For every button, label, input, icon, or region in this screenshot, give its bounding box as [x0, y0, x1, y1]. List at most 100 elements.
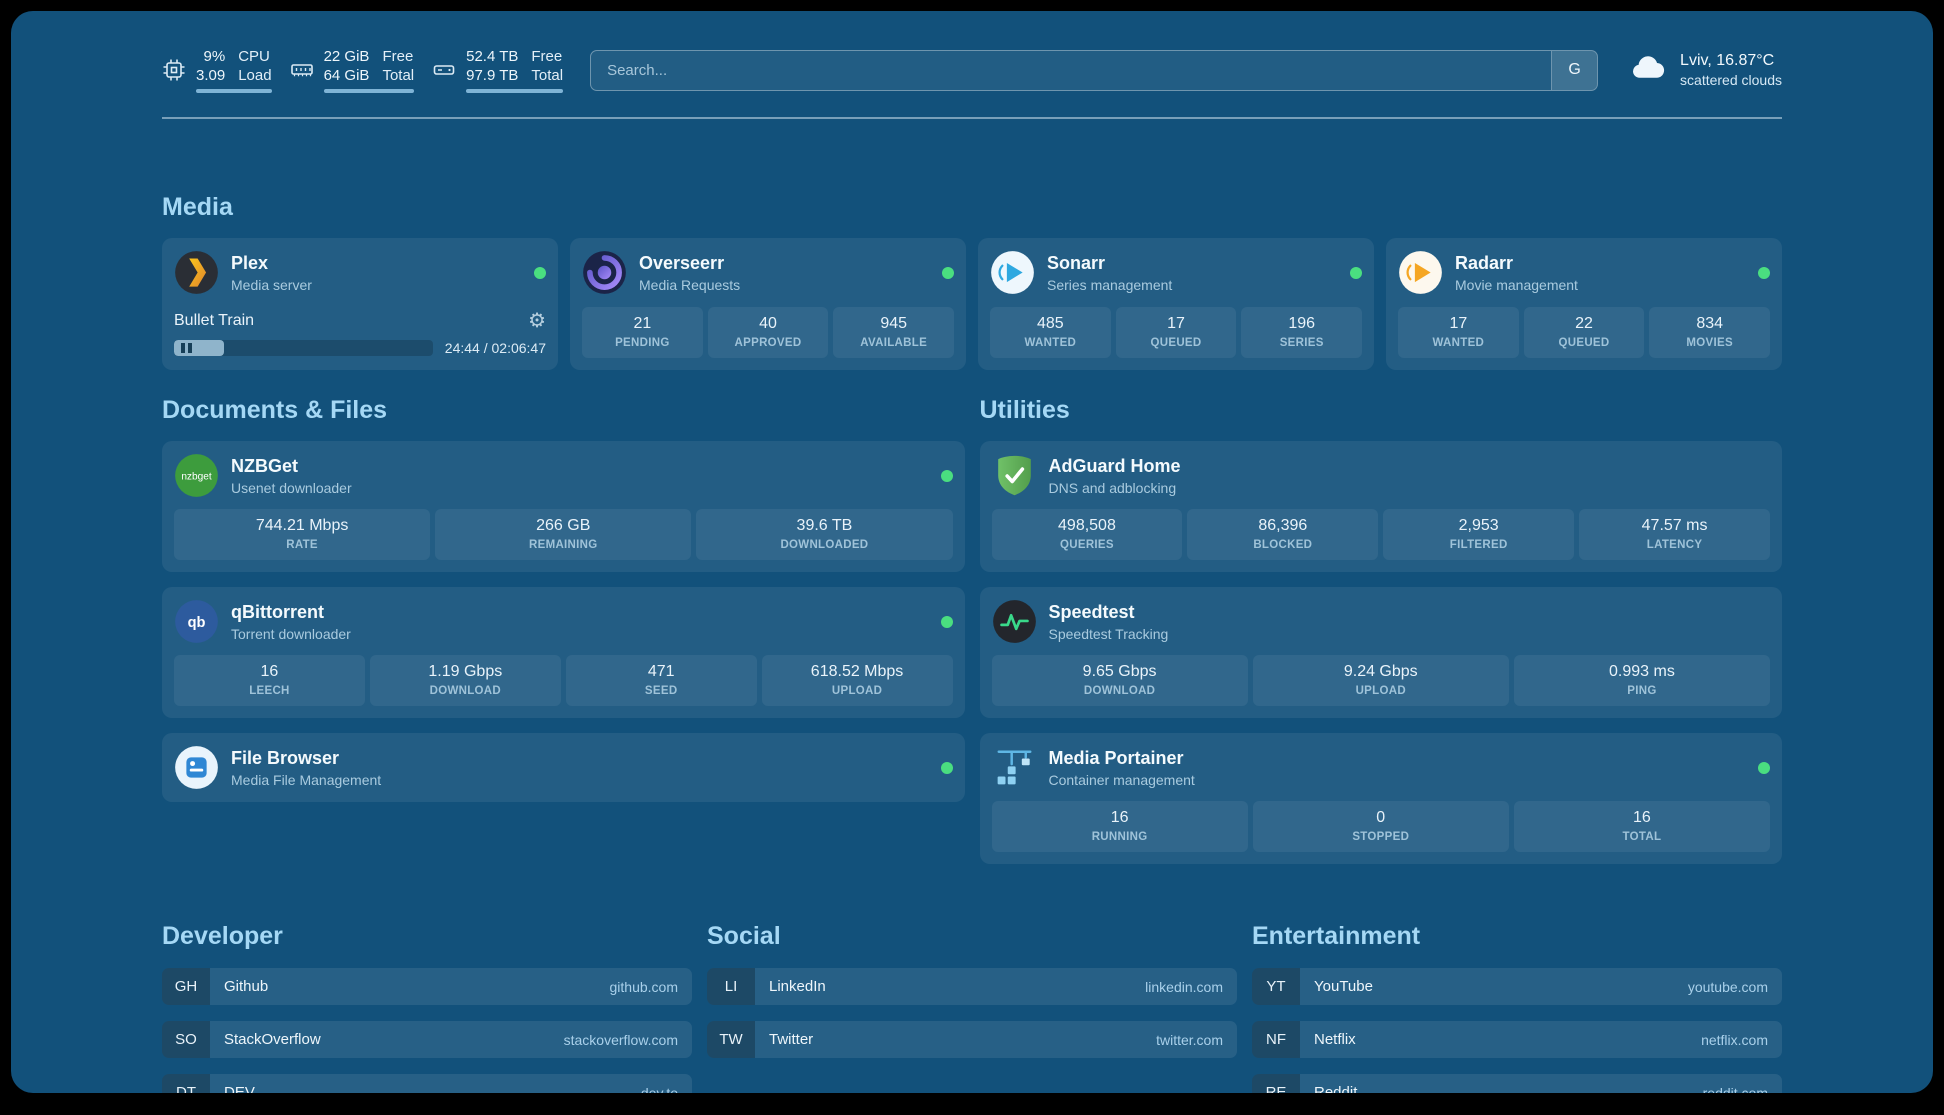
weather-location: Lviv, 16.87°C — [1680, 52, 1775, 70]
service-card-qbittorrent[interactable]: qb qBittorrent Torrent downloader 16 LEE… — [162, 587, 965, 719]
bookmark-name: Reddit — [1314, 1084, 1358, 1093]
stat-box: 471 SEED — [565, 655, 757, 707]
stat-value: 834 — [1696, 315, 1724, 333]
plex-progress-bar[interactable] — [174, 340, 433, 357]
cpu-widget: 9% CPU 3.09 Load — [162, 47, 272, 94]
service-card-sonarr[interactable]: Sonarr Series management 485 WANTED 17 Q… — [978, 238, 1374, 371]
stat-value: 17 — [1449, 315, 1468, 333]
stat-label: LATENCY — [1646, 539, 1703, 552]
search-provider-button[interactable]: G — [1551, 50, 1598, 90]
bookmark-abbr: SO — [162, 1021, 210, 1059]
bookmark-github[interactable]: GH Github github.com — [162, 968, 692, 1006]
search-input[interactable] — [591, 50, 1552, 90]
stat-value: 266 GB — [536, 517, 591, 535]
status-dot — [940, 615, 953, 628]
bookmark-domain: linkedin.com — [1145, 978, 1223, 995]
bookmark-abbr: NF — [1252, 1021, 1300, 1059]
utilities-column: Utilities — [979, 396, 1782, 865]
weather-condition: scattered clouds — [1680, 72, 1782, 89]
stat-label: PING — [1627, 685, 1657, 698]
service-name: qBittorrent — [231, 601, 324, 622]
stat-value: 9.24 Gbps — [1343, 663, 1418, 681]
bookmark-dev[interactable]: DT DEV dev.to — [162, 1074, 692, 1093]
middle-columns: Documents & Files nzbget NZBGet Usenet d — [162, 396, 1782, 865]
stat-value: 16 — [260, 663, 279, 681]
disk-widget: 52.4 TB Free 97.9 TB Total — [432, 47, 564, 94]
bookmark-domain: stackoverflow.com — [563, 1031, 678, 1048]
stat-value: 0 — [1376, 809, 1386, 827]
service-name: NZBGet — [231, 455, 298, 476]
stat-box: 9.65 Gbps DOWNLOAD — [991, 655, 1248, 707]
service-subtitle: DNS and adblocking — [1048, 479, 1177, 496]
disk-usage-bar — [466, 89, 564, 94]
dashboard: 9% CPU 3.09 Load — [11, 11, 1933, 1093]
bookmark-netflix[interactable]: NF Netflix netflix.com — [1252, 1021, 1782, 1059]
stat-label: UPLOAD — [1355, 685, 1406, 698]
now-playing-time: 24:44 / 02:06:47 — [444, 340, 546, 357]
cpu-usage-value: 9% — [203, 48, 226, 65]
service-card-filebrowser[interactable]: File Browser Media File Management — [162, 733, 965, 803]
bookmark-name: StackOverflow — [224, 1031, 321, 1049]
cpu-load-label: Load — [238, 67, 272, 85]
service-name: AdGuard Home — [1048, 455, 1181, 476]
bookmark-reddit[interactable]: RE Reddit reddit.com — [1252, 1074, 1782, 1093]
service-card-speedtest[interactable]: Speedtest Speedtest Tracking 9.65 Gbps D… — [979, 587, 1782, 719]
stat-value: 9.65 Gbps — [1082, 663, 1157, 681]
service-card-overseerr[interactable]: Overseerr Media Requests 21 PENDING 40 A… — [570, 238, 966, 371]
bookmark-group-title: Social — [707, 922, 781, 951]
sonarr-icon — [990, 250, 1035, 295]
gear-icon[interactable]: ⚙ — [528, 310, 546, 333]
bookmark-linkedin[interactable]: LI LinkedIn linkedin.com — [707, 968, 1237, 1006]
stat-box: 196 SERIES — [1241, 307, 1363, 359]
bookmark-group-title: Entertainment — [1252, 922, 1421, 951]
bookmark-stackoverflow[interactable]: SO StackOverflow stackoverflow.com — [162, 1021, 692, 1059]
bookmark-abbr: LI — [707, 968, 755, 1006]
bookmarks-section: Developer GH Github github.com SO StackO… — [162, 922, 1782, 1093]
service-card-plex[interactable]: Plex Media server Bullet Train ⚙ — [162, 238, 558, 371]
memory-total-value: 64 GiB — [323, 67, 370, 85]
service-subtitle: Speedtest Tracking — [1048, 625, 1169, 642]
stat-value: 2,953 — [1458, 517, 1499, 535]
bookmark-name: Github — [224, 978, 269, 996]
service-card-radarr[interactable]: Radarr Movie management 17 WANTED 22 QUE… — [1386, 238, 1782, 371]
stat-label: DOWNLOADED — [780, 539, 869, 552]
stat-label: STOPPED — [1352, 831, 1410, 844]
stat-box: 0 STOPPED — [1252, 801, 1509, 853]
bookmark-group-developer: Developer GH Github github.com SO StackO… — [162, 922, 692, 1093]
bookmark-twitter[interactable]: TW Twitter twitter.com — [707, 1021, 1237, 1059]
stat-value: 471 — [647, 663, 675, 681]
stat-value: 16 — [1110, 809, 1129, 827]
stat-label: UPLOAD — [831, 685, 883, 698]
stat-label: WANTED — [1432, 337, 1485, 350]
memory-free-label: Free — [382, 48, 414, 65]
service-card-nzbget[interactable]: nzbget NZBGet Usenet downloader 744.21 M… — [162, 441, 965, 573]
stat-box: 9.24 Gbps UPLOAD — [1252, 655, 1509, 707]
section-title-utilities: Utilities — [979, 396, 1070, 425]
stat-box: 945 AVAILABLE — [833, 307, 955, 359]
bookmark-group-entertainment: Entertainment YT YouTube youtube.com NF … — [1252, 922, 1782, 1093]
bookmark-domain: twitter.com — [1156, 1031, 1223, 1048]
status-dot — [942, 266, 954, 279]
service-card-portainer[interactable]: Media Portainer Container management 16 … — [979, 733, 1782, 865]
cpu-load-value: 3.09 — [196, 67, 226, 85]
stat-label: PENDING — [615, 337, 670, 350]
bookmark-youtube[interactable]: YT YouTube youtube.com — [1252, 968, 1782, 1006]
bookmark-domain: youtube.com — [1687, 978, 1768, 995]
stat-value: 39.6 TB — [796, 517, 853, 535]
documents-column: Documents & Files nzbget NZBGet Usenet d — [162, 396, 965, 864]
filebrowser-icon — [174, 745, 219, 790]
stat-label: WANTED — [1024, 337, 1077, 350]
bookmark-name: Netflix — [1314, 1031, 1356, 1049]
cpu-usage-label: CPU — [238, 48, 270, 65]
bookmark-group-social: Social LI LinkedIn linkedin.com TW Twitt… — [707, 922, 1237, 1059]
pause-icon[interactable] — [181, 343, 192, 354]
stat-value: 1.19 Gbps — [428, 663, 503, 681]
nzbget-icon-label: nzbget — [181, 472, 212, 483]
service-card-adguard[interactable]: AdGuard Home DNS and adblocking 498,508 … — [979, 441, 1782, 573]
stat-box: 485 WANTED — [990, 307, 1111, 359]
stat-label: AVAILABLE — [860, 337, 928, 350]
section-title-documents: Documents & Files — [162, 396, 388, 425]
stat-box: 618.52 Mbps UPLOAD — [761, 655, 953, 707]
bookmark-abbr: GH — [162, 968, 210, 1006]
stat-box: 21 PENDING — [582, 307, 703, 359]
